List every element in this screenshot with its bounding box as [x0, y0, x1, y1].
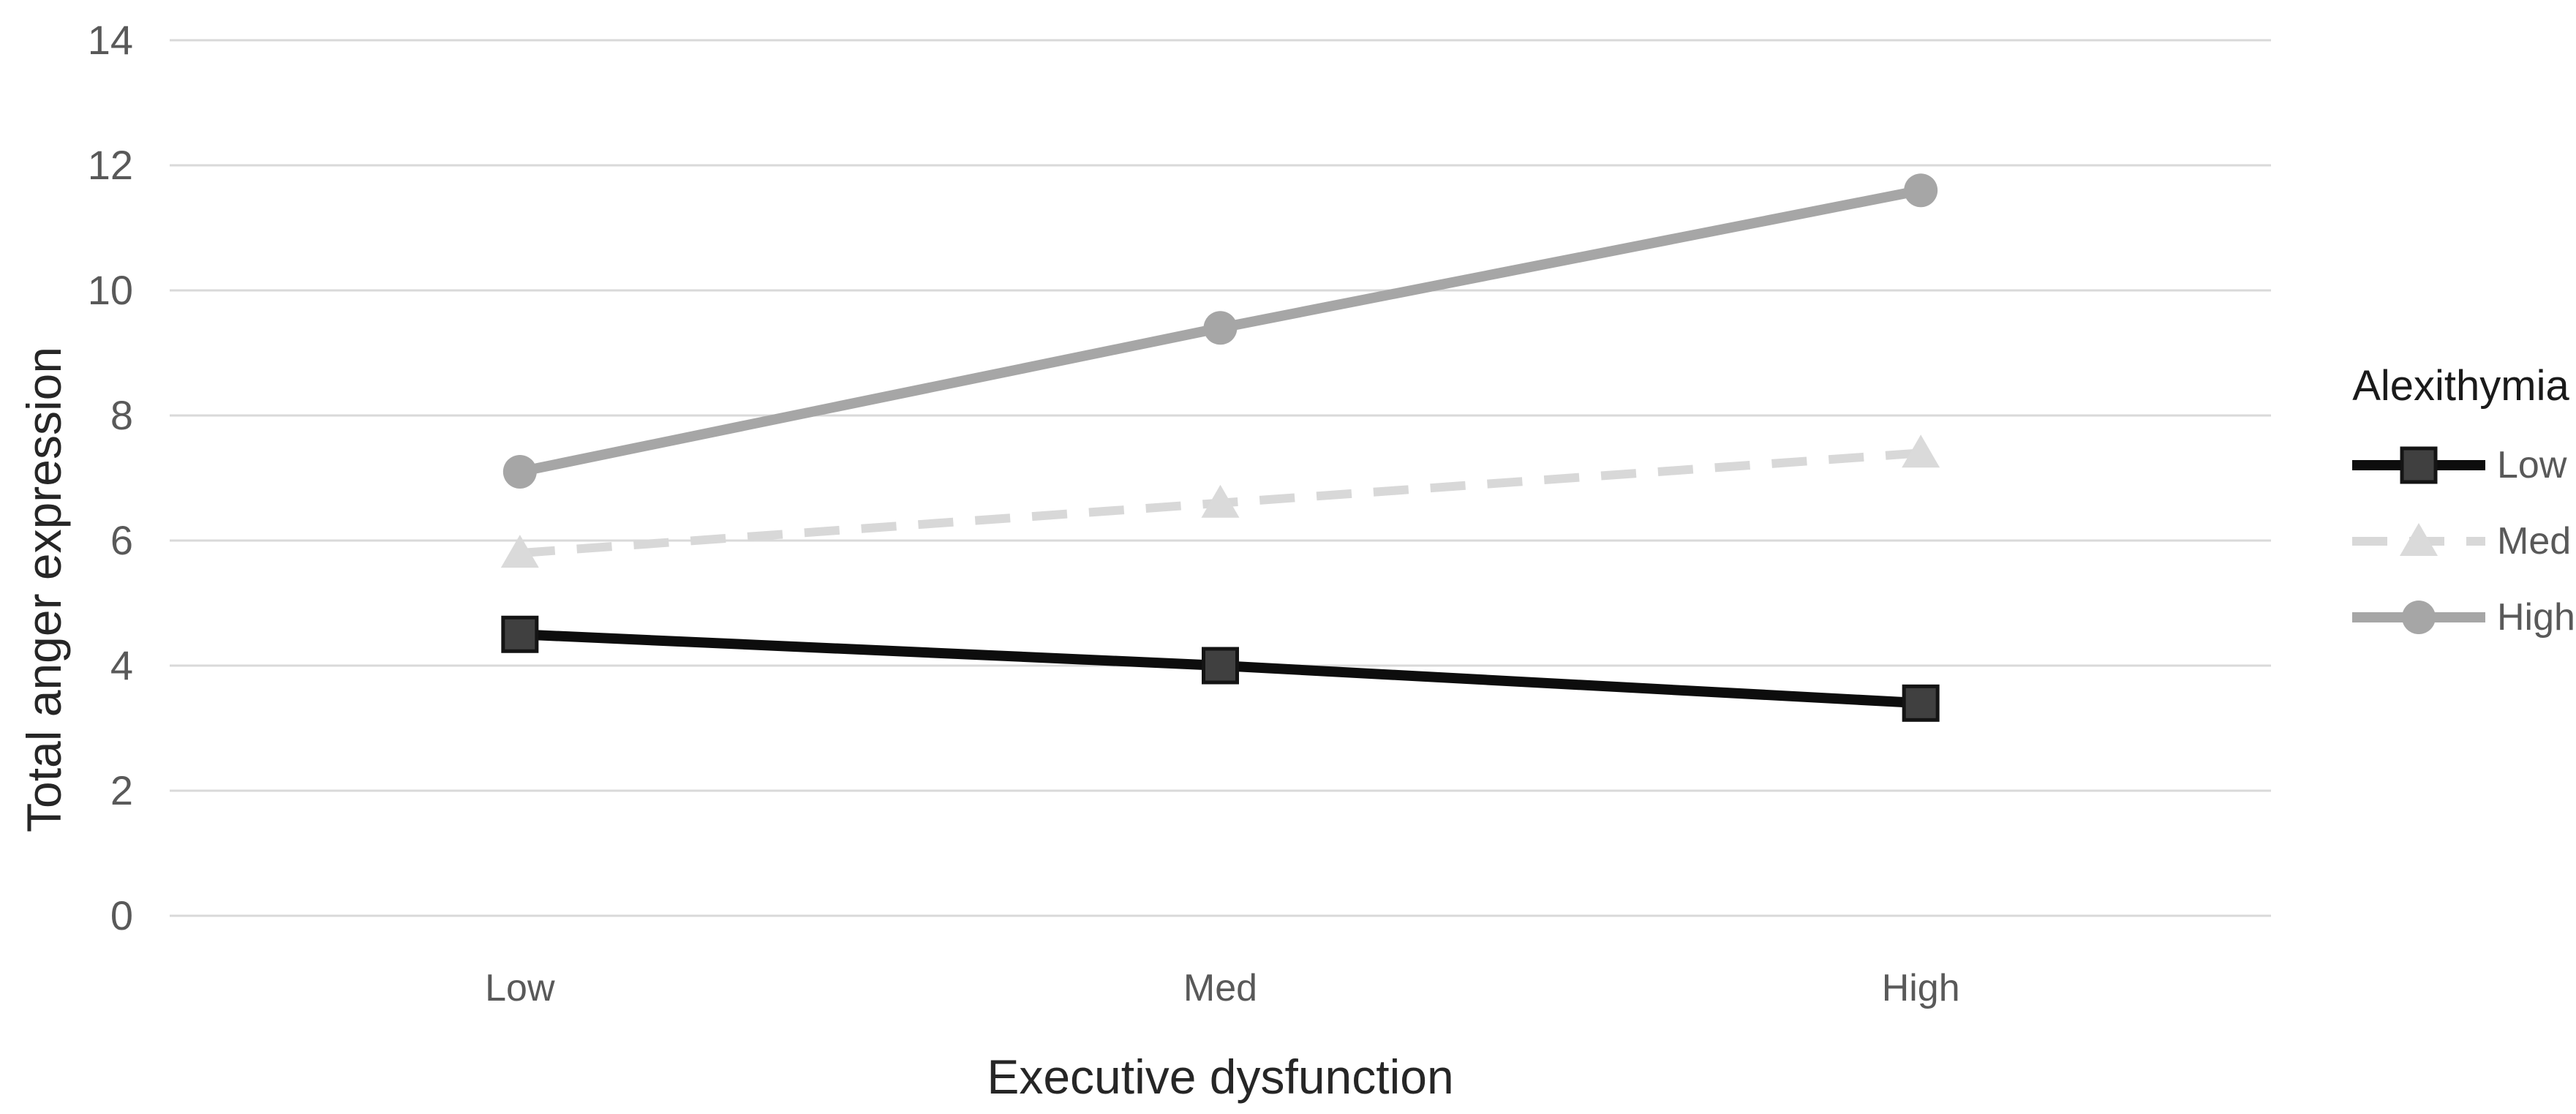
- legend-marker-triangle-icon: [2352, 523, 2485, 556]
- marker-med: [1902, 434, 1940, 468]
- legend-item-high: High: [2349, 592, 2575, 643]
- legend: Alexithymia Low Med High: [2349, 361, 2575, 643]
- y-tick-label: 12: [88, 142, 133, 188]
- legend-items: Low Med High: [2349, 440, 2575, 643]
- legend-item-label: Med: [2497, 520, 2572, 562]
- legend-item-label: Low: [2497, 444, 2567, 486]
- x-category-label: Low: [485, 967, 555, 1009]
- marker-med: [1201, 484, 1240, 518]
- y-tick-label: 8: [110, 392, 133, 438]
- marker-low: [501, 615, 539, 653]
- legend-title: Alexithymia: [2352, 362, 2569, 410]
- marker-med: [500, 535, 539, 568]
- y-tick-label: 0: [110, 892, 133, 938]
- y-tick-label: 10: [88, 267, 133, 313]
- legend-marker-square-icon: [2352, 446, 2485, 484]
- legend-item-label: High: [2497, 596, 2575, 639]
- y-tick-label: 6: [110, 517, 133, 563]
- marker-high: [502, 454, 537, 489]
- marker-low: [1902, 684, 1940, 722]
- legend-item-low: Low: [2349, 440, 2572, 491]
- marker-high: [1904, 173, 1938, 208]
- x-category-label: Med: [1183, 967, 1257, 1009]
- legend-item-med: Med: [2349, 516, 2572, 567]
- y-tick-label: 4: [110, 642, 133, 688]
- x-axis-title: Executive dysfunction: [987, 1050, 1454, 1104]
- legend-marker-circle-icon: [2352, 601, 2485, 634]
- y-tick-label: 14: [88, 17, 133, 63]
- marker-high: [1203, 311, 1238, 345]
- x-category-label: High: [1882, 967, 1960, 1009]
- marker-low: [1202, 647, 1239, 685]
- y-tick-label: 2: [110, 767, 133, 813]
